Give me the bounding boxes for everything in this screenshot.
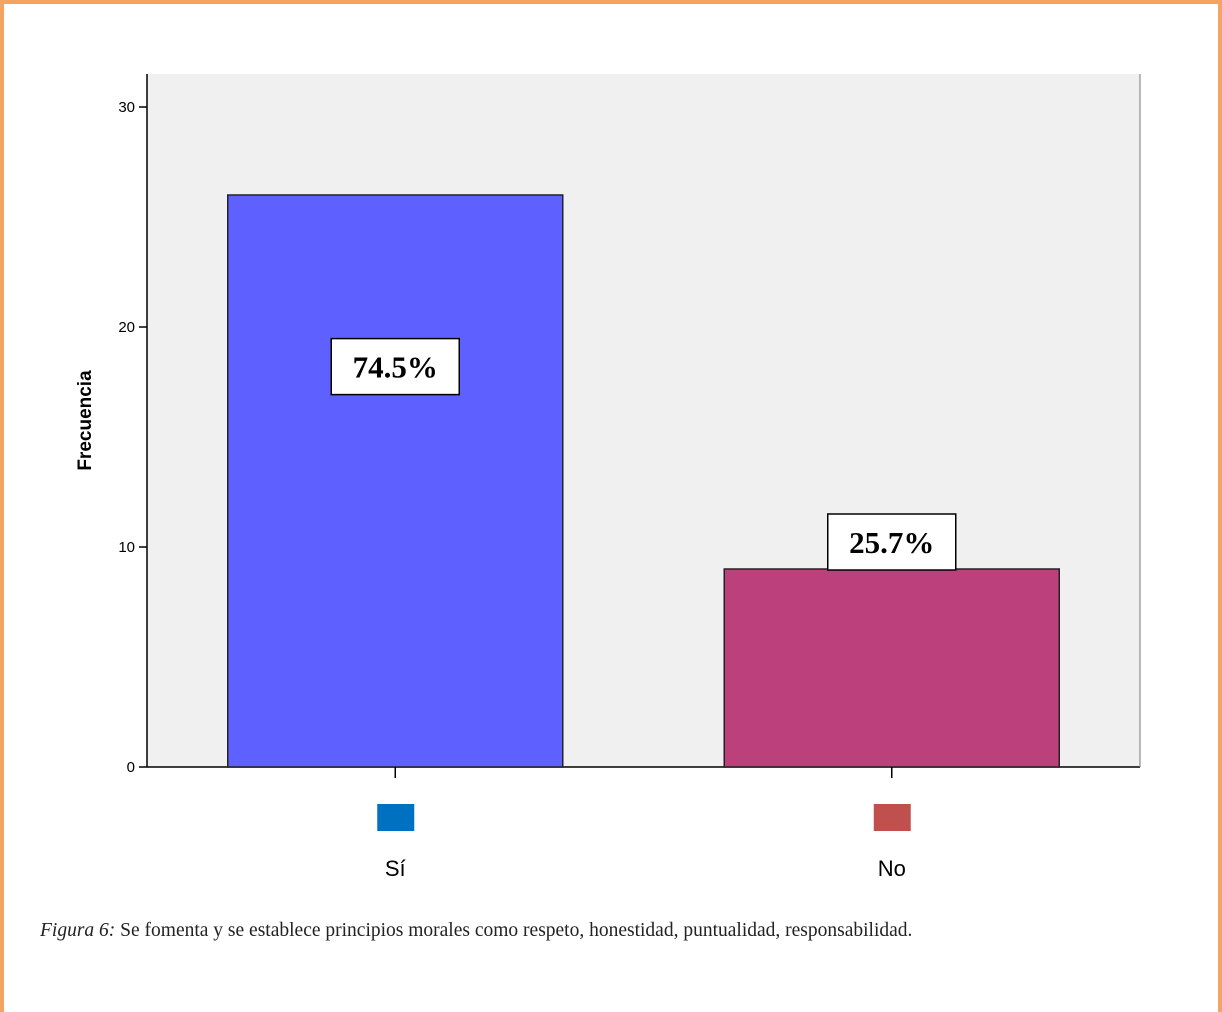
- data-label: 74.5%: [353, 350, 438, 385]
- data-label: 25.7%: [849, 525, 934, 560]
- y-tick-label: 30: [118, 99, 135, 116]
- y-tick-label: 20: [118, 319, 135, 336]
- data-label-box: [330, 337, 460, 396]
- caption-text: Se fomenta y se establece principios mor…: [115, 920, 913, 941]
- bar-Sí: [227, 194, 564, 768]
- bar-No: [723, 568, 1060, 768]
- y-tick-label: 0: [127, 759, 135, 776]
- figure-caption: Figura 6: Se fomenta y se establece prin…: [40, 914, 1180, 948]
- data-label-box: [827, 513, 957, 571]
- category-marker-No: [873, 804, 911, 831]
- x-tick-label: No: [878, 856, 906, 881]
- y-axis-label: Frecuencia: [75, 370, 96, 471]
- x-tick-label: Sí: [385, 856, 406, 881]
- y-tick-label: 10: [118, 539, 135, 556]
- bar-chart: 0 10 20 30 74.5% 25.7% Sí No Frecuencia: [75, 74, 1141, 881]
- figure-label: Figura 6:: [40, 920, 116, 941]
- category-marker-Sí: [377, 804, 415, 831]
